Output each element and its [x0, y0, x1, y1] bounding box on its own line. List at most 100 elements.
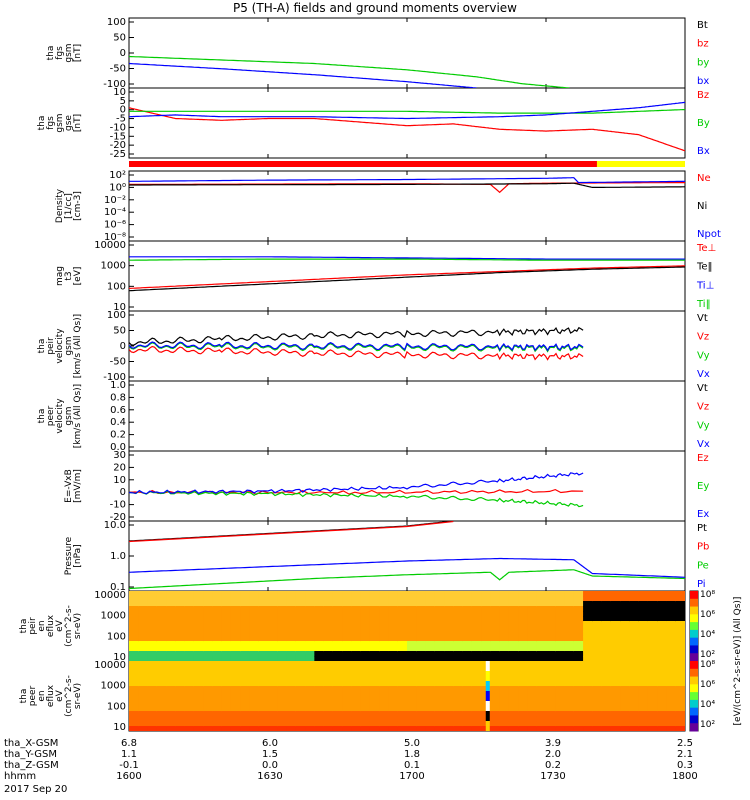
spectrogram-cell — [351, 601, 362, 607]
spectrogram-cell — [499, 651, 510, 657]
spectrogram-cell — [305, 626, 315, 632]
spectrogram-cell — [379, 611, 390, 617]
spectrogram-cell — [407, 626, 417, 632]
spectrogram-cell — [675, 671, 685, 677]
spectrogram-cell — [249, 661, 260, 667]
spectrogram-cell — [462, 656, 473, 661]
spectrogram-cell — [351, 621, 362, 627]
spectrogram-cell — [518, 596, 529, 602]
spectrogram-cell — [193, 671, 204, 677]
spectrogram-cell — [490, 706, 501, 712]
spectrogram-cell — [508, 671, 519, 677]
spectrogram-cell — [425, 601, 436, 607]
spectrogram-cell — [221, 721, 232, 727]
spectrogram-cell — [462, 721, 473, 727]
spectrogram-cell — [610, 656, 621, 661]
spectrogram-cell — [138, 686, 149, 692]
spectrogram-cell — [555, 711, 566, 717]
spectrogram-cell — [407, 701, 417, 707]
spectrogram-cell — [258, 601, 269, 607]
spectrogram-cell — [184, 696, 195, 702]
spectrogram-cell — [425, 616, 436, 622]
spectrogram-cell — [629, 661, 640, 667]
spectrogram-cell — [286, 706, 297, 712]
spectrogram-cell — [536, 601, 547, 607]
spectrogram-cell — [175, 621, 186, 627]
spectrogram-cell — [620, 681, 630, 687]
spectrogram-cell — [666, 641, 677, 647]
spectrogram-cell — [379, 716, 390, 722]
spectrogram-cell — [620, 666, 630, 672]
spectrogram-cell — [193, 676, 204, 682]
colorbar-segment — [690, 637, 698, 646]
spectrogram-cell — [184, 671, 195, 677]
spectrogram-cell — [323, 721, 334, 727]
spectrogram-cell — [397, 636, 408, 642]
spectrogram-cell — [175, 671, 186, 677]
spectrogram-cell — [490, 661, 501, 667]
spectrogram-cell — [416, 671, 427, 677]
spectrogram-cell — [546, 636, 556, 642]
y-axis-label: gsm — [55, 113, 65, 132]
spectrogram-cell — [166, 621, 176, 627]
y-tick-label: 0.1 — [110, 582, 126, 593]
legend-velocity: Vy — [697, 350, 710, 361]
spectrogram-cell — [601, 621, 612, 627]
y-tick-label: 0.0 — [110, 442, 126, 453]
spectrogram-cell — [564, 716, 575, 722]
spectrogram-cell — [508, 726, 519, 731]
spectrogram-cell — [573, 666, 584, 672]
spectrogram-cell — [518, 616, 529, 622]
spectrogram-cell — [360, 601, 371, 607]
spectrogram-cell — [397, 621, 408, 627]
spectrogram-cell — [184, 646, 195, 652]
spectrogram-cell — [268, 656, 278, 661]
spectrogram-cell — [175, 641, 186, 647]
spectrogram-cell — [203, 696, 213, 702]
spectrogram-cell — [583, 601, 593, 607]
spectrogram-cell — [332, 696, 343, 702]
spectrogram-cell — [314, 596, 325, 602]
spectrogram-cell — [230, 726, 241, 731]
spectrogram-cell — [638, 621, 649, 627]
spectrogram-cell — [342, 696, 352, 702]
spectrogram-cell — [546, 681, 556, 687]
spectrogram-cell — [249, 591, 260, 597]
spectrogram-cell — [193, 681, 204, 687]
spectrogram-cell — [499, 676, 510, 682]
spectrogram-cell — [508, 591, 519, 597]
spectrogram-cell — [351, 606, 362, 612]
spectrogram-cell — [629, 626, 640, 632]
spectrogram-cell — [295, 691, 306, 697]
spectrogram-cell — [416, 696, 427, 702]
spectrogram-cell — [342, 611, 352, 617]
spectrogram-cell — [184, 601, 195, 607]
spectrogram-cell — [481, 656, 491, 661]
spectrogram-cell — [490, 696, 501, 702]
spectrogram-cell — [416, 676, 427, 682]
spectrogram-cell — [129, 651, 139, 657]
colorbar-label: [eV/(cm^2-s-sr-eV)] (All Qs)] — [733, 597, 743, 726]
y-tick-label: 0 — [120, 487, 126, 498]
spectrogram-cell — [351, 591, 362, 597]
spectrogram-cell — [453, 711, 464, 717]
spectrogram-cell — [657, 671, 668, 677]
y-tick-label: 1000 — [101, 611, 126, 622]
spectrogram-cell — [620, 676, 630, 682]
spectrogram-cell — [268, 596, 278, 602]
spectrogram-cell — [499, 711, 510, 717]
y-tick-label: -100 — [103, 372, 126, 383]
spectrogram-cell — [518, 696, 529, 702]
series-line-velocity — [129, 326, 584, 346]
spectrogram-cell — [184, 651, 195, 657]
spectrogram-cell — [175, 651, 186, 657]
y-axis-label: tha — [37, 116, 47, 131]
spectrogram-cell — [351, 711, 362, 717]
spectrogram-cell — [314, 611, 325, 617]
spectrogram-cell — [536, 716, 547, 722]
legend-velocity-empty: Vy — [697, 420, 710, 431]
spectrogram-cell — [508, 691, 519, 697]
panel-series-efield — [129, 472, 584, 508]
spectrogram-cell — [166, 661, 176, 667]
spectrogram-cell — [425, 641, 436, 647]
